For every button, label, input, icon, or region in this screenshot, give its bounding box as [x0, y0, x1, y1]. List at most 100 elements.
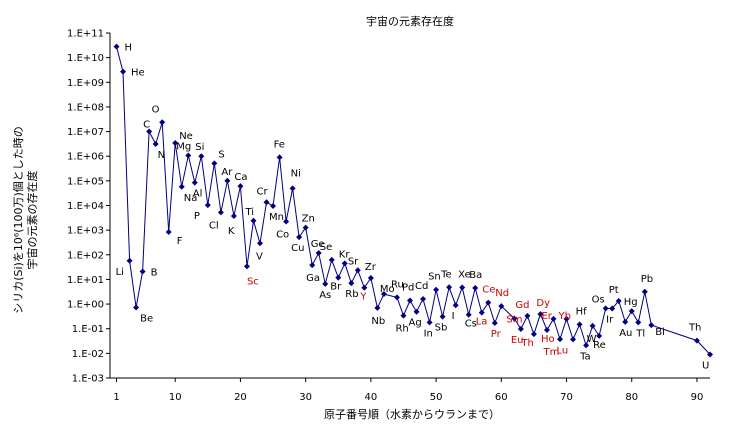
element-label-la: La	[476, 317, 488, 328]
element-label-na: Na	[184, 193, 198, 204]
data-point	[478, 309, 485, 316]
data-point	[367, 275, 374, 282]
data-point	[439, 313, 446, 320]
data-point	[459, 284, 466, 291]
element-label-ne: Ne	[179, 131, 193, 142]
element-label-pt: Pt	[609, 285, 619, 296]
data-point	[263, 199, 270, 206]
data-point	[289, 185, 296, 192]
y-axis-label-line-2: 宇宙の元素の存在度	[25, 171, 39, 270]
element-label-er: Er	[541, 311, 552, 322]
element-label-p: P	[194, 211, 200, 222]
y-tick-label: 1.E+01	[67, 275, 104, 286]
data-point	[152, 141, 159, 148]
element-label-ge: Ge	[311, 239, 325, 250]
data-point	[472, 284, 479, 291]
data-point	[589, 322, 596, 329]
data-point	[322, 280, 329, 287]
x-tick-label: 1	[113, 392, 119, 403]
y-tick-label: 1.E+04	[67, 201, 104, 212]
data-point	[530, 331, 537, 338]
data-point	[557, 336, 563, 343]
data-point	[133, 304, 140, 311]
data-point	[485, 299, 492, 306]
element-label-th: Th	[688, 323, 701, 334]
element-label-pb: Pb	[641, 274, 653, 285]
element-label-dy: Dy	[536, 298, 550, 309]
data-point	[648, 322, 655, 329]
data-point	[446, 284, 453, 291]
y-tick-label: 1.E-03	[72, 374, 104, 385]
data-point	[354, 267, 361, 274]
data-point	[465, 311, 472, 318]
data-point	[276, 154, 283, 161]
element-label-se: Se	[320, 242, 333, 253]
series-line	[116, 46, 711, 355]
data-point	[335, 274, 342, 281]
data-point	[400, 312, 407, 319]
element-label-in: In	[424, 328, 433, 339]
data-point	[165, 228, 172, 235]
y-tick-label: 1.E+05	[67, 176, 104, 187]
y-axis-label-line-1: シリカ(Si)を10⁶(100万)個とした時の	[12, 126, 25, 314]
element-label-nd: Nd	[495, 288, 509, 299]
element-label-ag: Ag	[409, 318, 422, 329]
element-label-al: Al	[193, 189, 203, 200]
element-label-co: Co	[276, 229, 289, 240]
element-label-xe: Xe	[458, 270, 471, 281]
element-label-rh: Rh	[395, 324, 408, 335]
element-label-pr: Pr	[491, 329, 502, 340]
plot-area: 1.E+11 1.E+10 1.E+09 1.E+08 1.E+07 1.E+06 1.E+…	[67, 29, 713, 403]
data-point	[407, 297, 413, 304]
element-label-he: He	[131, 68, 145, 79]
x-tick-label: 50	[430, 392, 443, 403]
element-label-zr: Zr	[365, 262, 377, 273]
element-label-cr: Cr	[257, 186, 269, 197]
element-label-v: V	[256, 251, 263, 262]
element-label-ba: Ba	[469, 270, 482, 281]
element-label-f: F	[177, 236, 183, 247]
y-tick-label: 1.E+06	[67, 152, 104, 163]
element-label-mg: Mg	[176, 141, 191, 152]
element-label-ta: Ta	[579, 351, 591, 362]
element-label-fe: Fe	[274, 139, 285, 150]
data-point	[393, 294, 400, 301]
element-label-ir: Ir	[606, 315, 614, 326]
data-point	[250, 217, 257, 224]
element-label-s: S	[218, 149, 224, 160]
element-label-cd: Cd	[415, 281, 428, 292]
element-label-hf: Hf	[576, 306, 588, 317]
data-point	[628, 308, 635, 315]
element-label-nb: Nb	[371, 316, 385, 327]
data-point	[243, 263, 250, 270]
data-point	[517, 326, 524, 333]
element-label-os: Os	[592, 294, 605, 305]
x-tick-label: 10	[169, 392, 182, 403]
data-point	[635, 319, 642, 326]
element-label-tl: Tl	[635, 328, 645, 339]
data-point	[283, 218, 290, 225]
data-point	[609, 305, 616, 312]
data-point	[341, 260, 348, 267]
data-point	[159, 119, 166, 126]
element-label-k: K	[228, 226, 235, 237]
data-point	[491, 320, 498, 327]
data-point	[563, 315, 570, 322]
x-tick-label: 30	[299, 392, 312, 403]
element-label-eu: Eu	[511, 335, 524, 346]
data-point	[185, 152, 192, 159]
element-label-mn: Mn	[269, 212, 284, 223]
data-point	[583, 342, 590, 349]
data-point	[309, 262, 316, 269]
element-label-re: Re	[593, 340, 606, 351]
element-label-hg: Hg	[624, 297, 638, 308]
element-label-cu: Cu	[291, 243, 304, 254]
data-point	[426, 319, 433, 326]
element-label-bi: Bi	[655, 327, 665, 338]
data-point	[270, 202, 277, 209]
y-tick-label: 1.E+07	[67, 127, 104, 138]
data-point	[172, 139, 179, 146]
element-label-sb: Sb	[435, 323, 448, 334]
data-point	[257, 240, 263, 247]
